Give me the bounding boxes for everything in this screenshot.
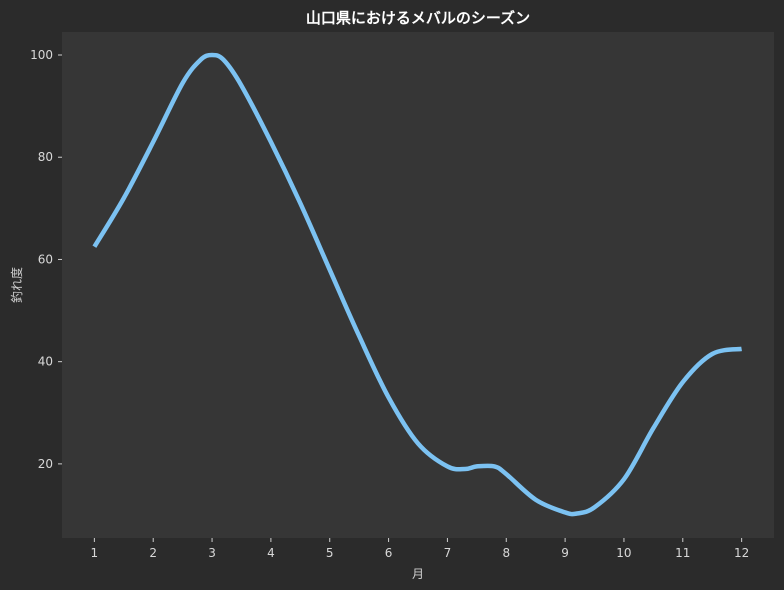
series-line: [92, 52, 742, 517]
x-axis: 1 2 3 4 5 6 7 8 9 10 11 12: [91, 538, 749, 560]
x-tick-label: 8: [502, 546, 510, 560]
y-tick-label: 40: [38, 355, 53, 369]
x-tick-label: 6: [385, 546, 393, 560]
y-axis: 20 40 60 80 100: [30, 48, 62, 471]
x-tick-label: 12: [734, 546, 749, 560]
chart-title: 山口県におけるメバルのシーズン: [306, 9, 530, 27]
plot-area: [62, 32, 774, 538]
y-tick-label: 60: [38, 252, 53, 266]
x-tick-label: 4: [267, 546, 275, 560]
x-axis-label: 月: [412, 567, 424, 581]
y-tick-label: 20: [38, 457, 53, 471]
x-tick-label: 5: [326, 546, 334, 560]
x-tick-label: 7: [444, 546, 452, 560]
x-tick-label: 2: [149, 546, 157, 560]
x-tick-label: 11: [675, 546, 690, 560]
series-layer: [92, 52, 742, 517]
y-tick-label: 100: [30, 48, 53, 62]
x-tick-label: 3: [208, 546, 216, 560]
x-tick-label: 10: [616, 546, 631, 560]
x-tick-label: 9: [561, 546, 569, 560]
x-tick-label: 1: [91, 546, 99, 560]
y-tick-label: 80: [38, 150, 53, 164]
y-axis-label: 釣れ度: [9, 267, 24, 303]
